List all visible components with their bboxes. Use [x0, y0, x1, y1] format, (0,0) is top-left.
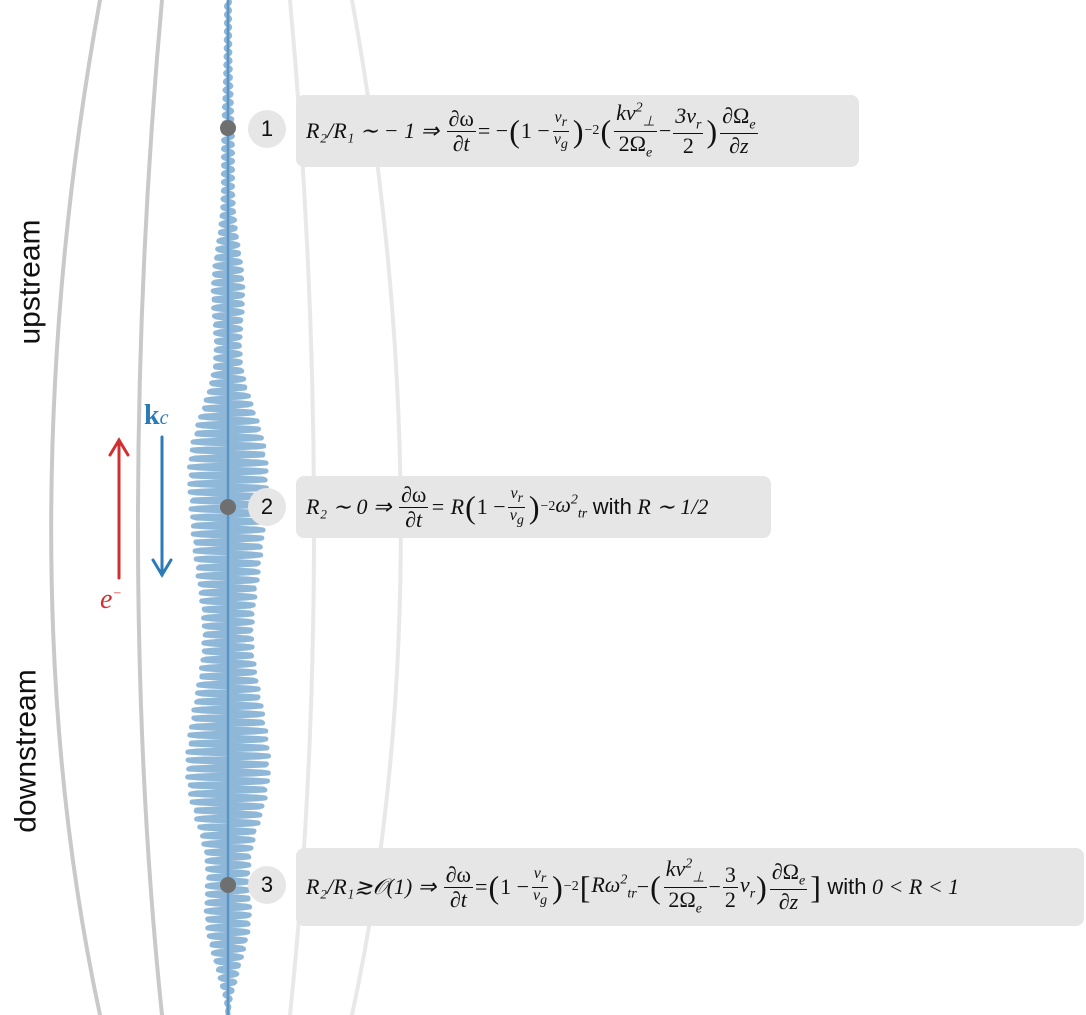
- point-marker-3: [220, 877, 236, 893]
- equation-box-2: R₂ ∼ 0 ⇒ ∂ω ∂t = R (1 − vr vg ) −2 ω2tr wit…: [296, 476, 771, 538]
- point-marker-2: [220, 499, 236, 515]
- field-line-1: [49, 0, 102, 1015]
- wave-oscillation: [185, 0, 271, 1015]
- electron-label: e−: [100, 584, 122, 615]
- point-number-1: 1: [248, 110, 286, 148]
- downstream-label: downstream: [9, 669, 43, 833]
- kc-arrow: [151, 435, 173, 578]
- equation-box-1: R₂/R₁ ∼ − 1 ⇒ ∂ω ∂t = − (1 − vr vg ) −2 ( k…: [296, 95, 859, 167]
- electron-arrow: [108, 437, 130, 580]
- upstream-label: upstream: [13, 219, 47, 345]
- field-line-2: [136, 0, 164, 1015]
- kc-label: kc: [144, 400, 169, 431]
- eq2-lhs: R₂ ∼ 0 ⇒: [306, 494, 392, 519]
- point-number-2: 2: [248, 488, 286, 526]
- eq1-lhs: R₂/R₁ ∼ − 1 ⇒: [306, 118, 439, 143]
- point-marker-1: [220, 120, 236, 136]
- equation-box-3: R₂/R₁≳𝒪(1) ⇒ ∂ω ∂t = (1 − vr vg ) −2 [ Rω2t…: [296, 848, 1084, 926]
- eq3-lhs: R₂/R₁≳𝒪(1) ⇒: [306, 874, 437, 899]
- point-number-3: 3: [248, 866, 286, 904]
